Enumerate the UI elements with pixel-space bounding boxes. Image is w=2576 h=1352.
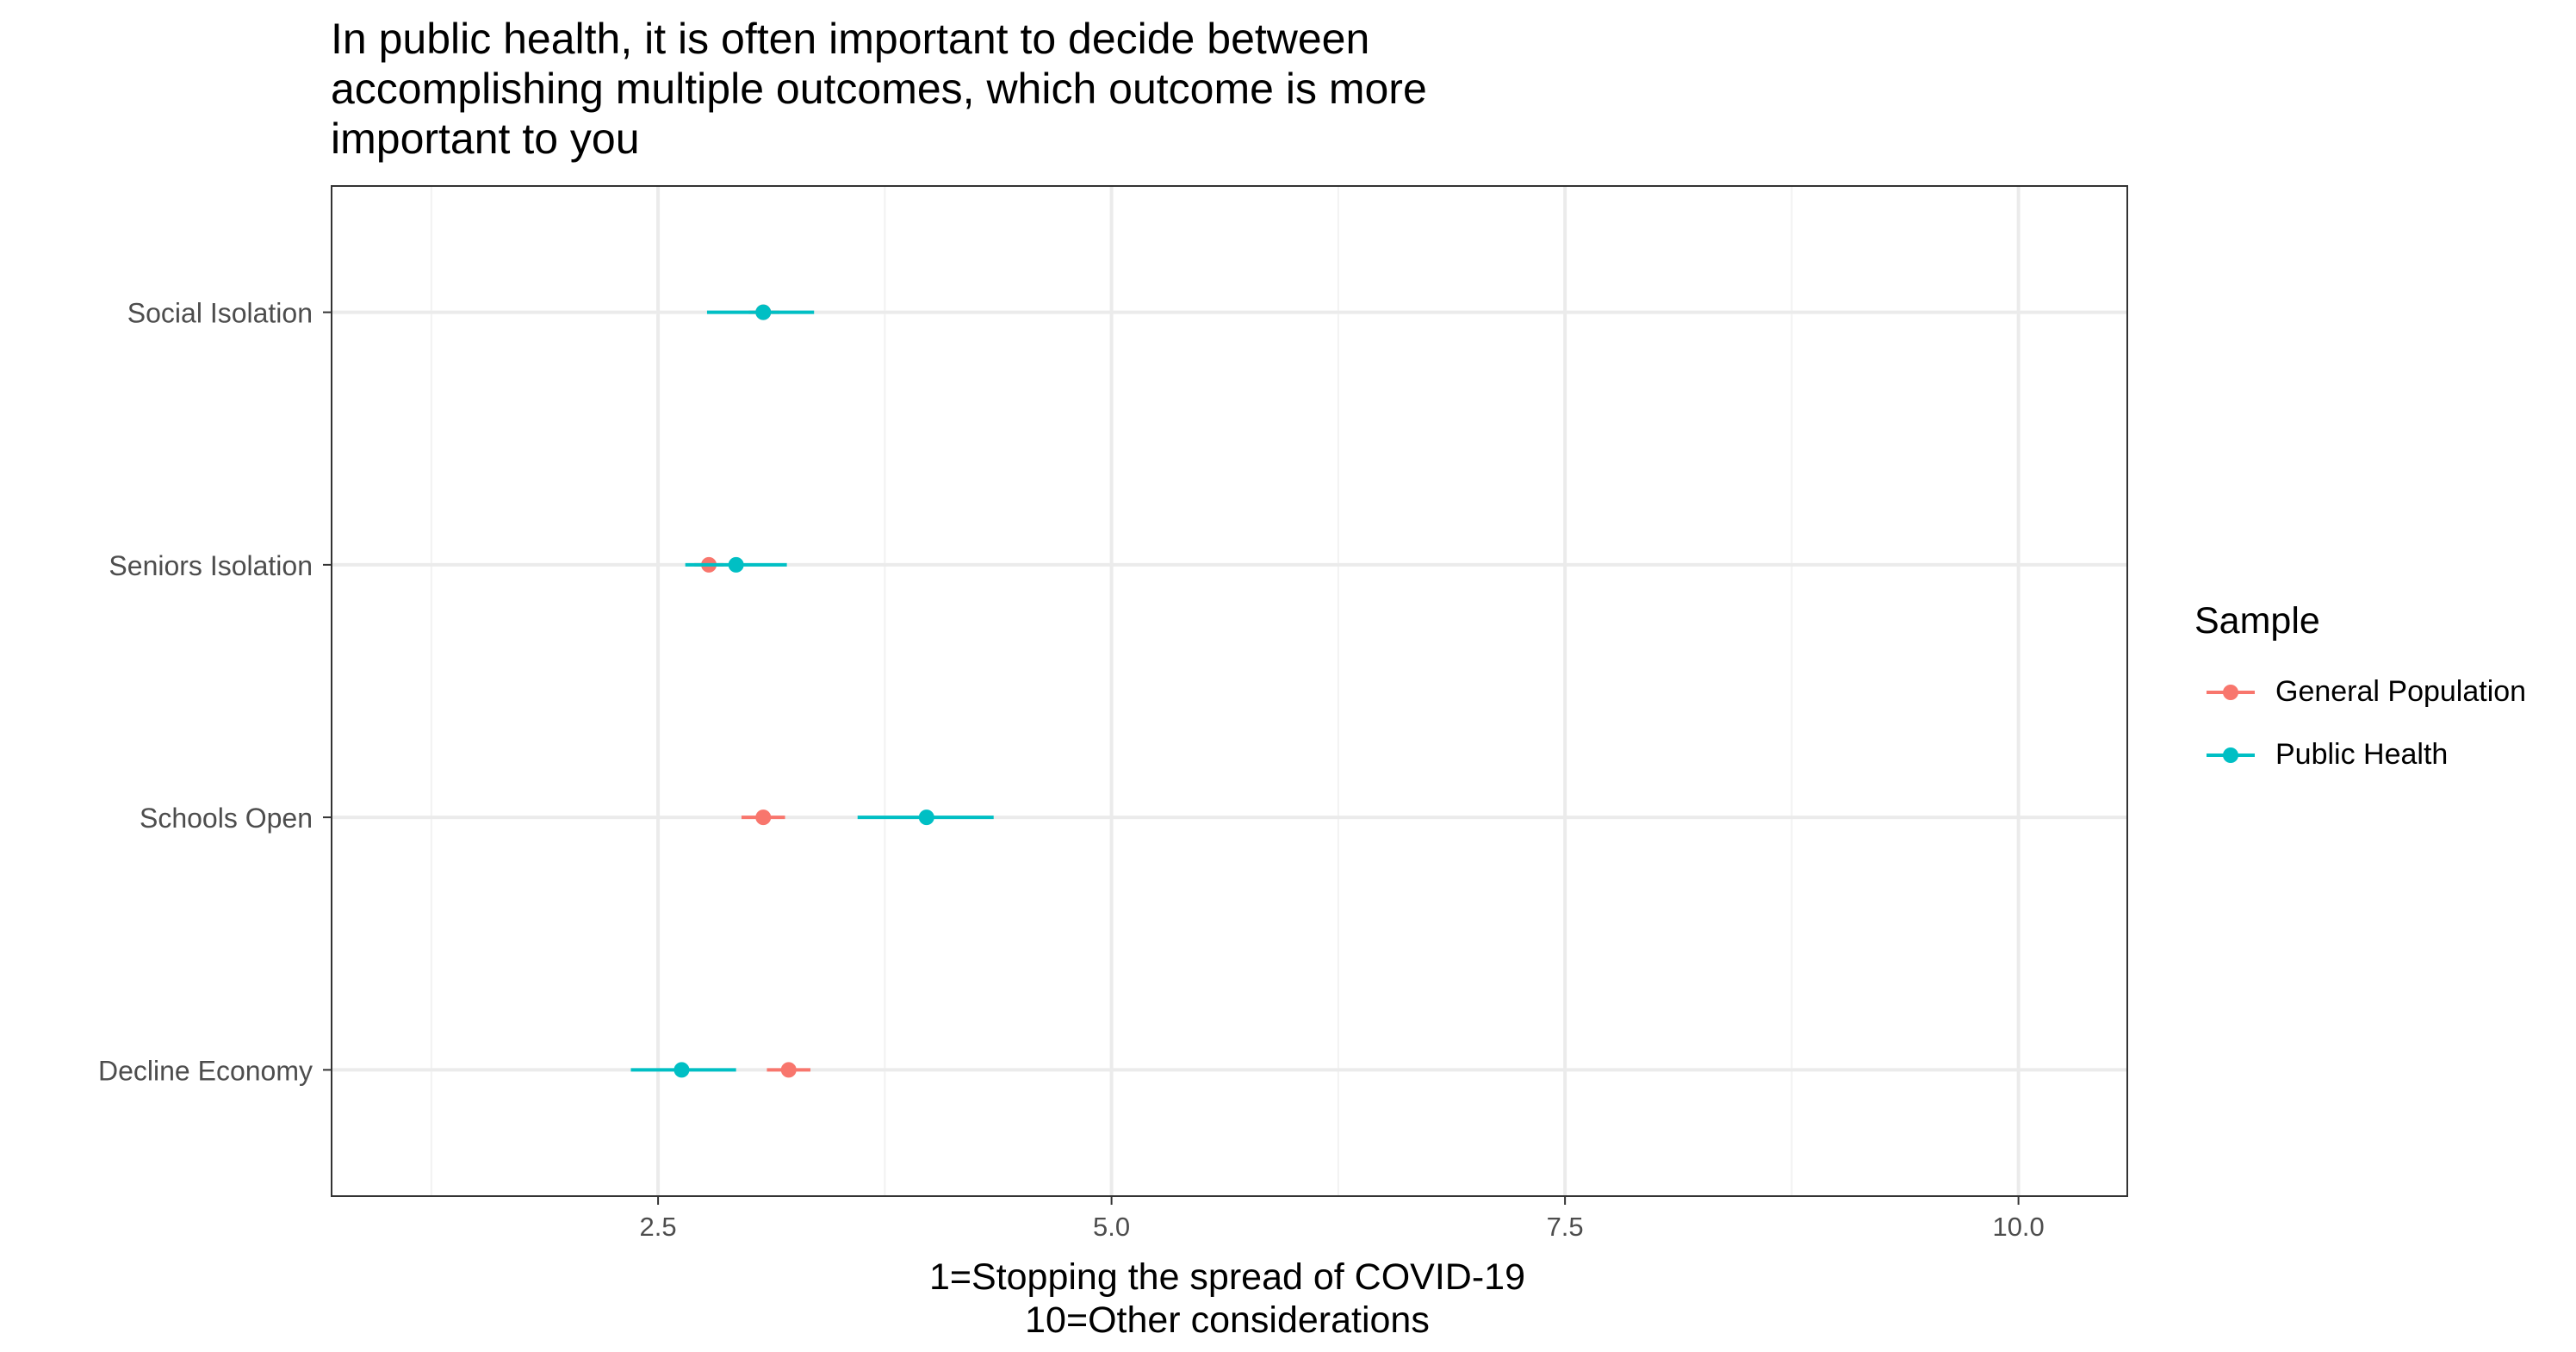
legend-key-public-health bbox=[2207, 747, 2255, 763]
chart-title-line-1: In public health, it is often important … bbox=[331, 15, 1370, 63]
x-tick-label: 2.5 bbox=[640, 1212, 677, 1242]
chart-title-line-2: accomplishing multiple outcomes, which o… bbox=[331, 65, 1427, 113]
plot-panel-background bbox=[332, 186, 2127, 1196]
legend-label-general-population: General Population bbox=[2275, 675, 2527, 708]
y-tick-label-decline-economy: Decline Economy bbox=[98, 1055, 313, 1086]
x-axis-title-line-2: 10=Other considerations bbox=[1025, 1299, 1430, 1341]
plot-panel-border bbox=[331, 185, 2128, 1197]
y-tick-label-seniors-isolation: Seniors Isolation bbox=[109, 550, 313, 581]
point-public-health-decline-economy bbox=[673, 1062, 690, 1078]
x-tick-label: 10.0 bbox=[1992, 1212, 2044, 1242]
x-tick-label: 7.5 bbox=[1547, 1212, 1584, 1242]
point-general-population-decline-economy bbox=[780, 1062, 797, 1078]
point-general-population-schools-open bbox=[755, 809, 772, 826]
chart-title-line-3: important to you bbox=[331, 115, 640, 163]
legend-title: Sample bbox=[2194, 600, 2320, 642]
point-public-health-seniors-isolation bbox=[728, 556, 744, 573]
legend-label-public-health: Public Health bbox=[2275, 738, 2449, 771]
x-tick-label: 5.0 bbox=[1093, 1212, 1130, 1242]
y-tick-label-social-isolation: Social Isolation bbox=[127, 298, 313, 329]
x-axis-title-line-1: 1=Stopping the spread of COVID-19 bbox=[928, 1256, 1525, 1298]
legend-key-general-population bbox=[2207, 685, 2255, 700]
point-public-health-schools-open bbox=[918, 809, 934, 826]
point-public-health-social-isolation bbox=[755, 304, 772, 320]
y-tick-label-schools-open: Schools Open bbox=[140, 803, 313, 834]
